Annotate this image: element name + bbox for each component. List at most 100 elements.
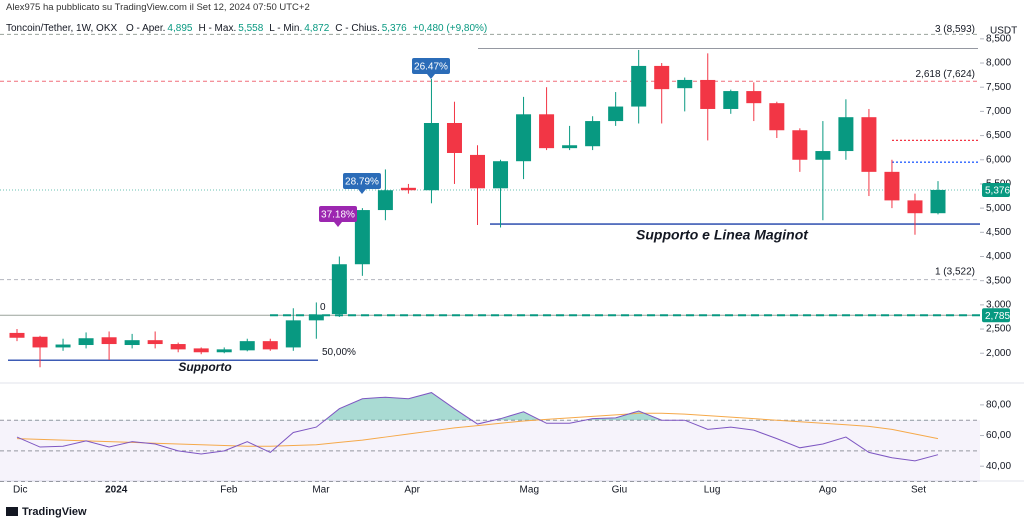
rsi-line xyxy=(16,412,939,447)
annotation-box xyxy=(412,58,450,74)
candle-body xyxy=(907,200,923,214)
fib-label: 1 (3,522) xyxy=(935,266,975,277)
candle-body xyxy=(746,91,762,104)
fib-label: 50,00% xyxy=(322,347,356,358)
legend-item: O - Aper. xyxy=(125,23,166,34)
candle-body xyxy=(815,151,831,160)
candle-body xyxy=(470,154,485,189)
candle-body xyxy=(838,117,854,152)
x-tick-label: Feb xyxy=(220,485,238,496)
y-tick-label: 6,000 xyxy=(986,154,1011,165)
candle-body xyxy=(700,79,716,109)
candle-body xyxy=(308,314,324,321)
candle-body xyxy=(239,341,255,351)
candle-body xyxy=(654,65,670,90)
x-tick-label: Mag xyxy=(520,485,539,496)
candle-body xyxy=(55,344,71,348)
y-tick-label: 3,500 xyxy=(986,275,1011,286)
candle-body xyxy=(769,103,785,131)
annotation-box xyxy=(319,206,357,222)
y-tick-label: 6,500 xyxy=(986,130,1011,141)
candle-body xyxy=(884,171,900,201)
candle-body xyxy=(170,344,186,350)
candle-body xyxy=(147,340,163,345)
x-tick-label: Ago xyxy=(819,485,837,496)
price-label-box xyxy=(982,308,1010,323)
candle-body xyxy=(861,117,877,172)
annotation: 28.79% xyxy=(345,177,379,188)
candle-body xyxy=(9,332,25,338)
published: Alex975 ha pubblicato su TradingView.com… xyxy=(6,2,310,13)
fib-label: 0 xyxy=(320,302,326,313)
candle-body xyxy=(516,114,532,162)
annotation: Supporto xyxy=(178,360,231,374)
legend-item: 4,895 xyxy=(167,23,193,34)
y-tick-label: 3,000 xyxy=(986,300,1011,311)
y-tick-label: 7,000 xyxy=(986,106,1011,117)
annotation-pointer xyxy=(427,74,435,79)
x-tick-label: Lug xyxy=(704,485,721,496)
x-tick-label: Mar xyxy=(312,485,330,496)
annotation-box xyxy=(343,173,381,189)
legend: Toncoin/Tether, 1W, OKX O - Aper. 4,895 H … xyxy=(6,23,487,34)
x-tick-label: Dic xyxy=(13,485,27,496)
candle-body xyxy=(377,190,393,211)
symbol: Toncoin/Tether, 1W, OKX xyxy=(6,23,118,34)
y-tick-label: 4,500 xyxy=(986,227,1011,238)
annotation-pointer xyxy=(334,222,342,227)
y-tick-label: 4,000 xyxy=(986,251,1011,262)
x-tick-label: Giu xyxy=(612,485,628,496)
legend-item: 5,376 xyxy=(381,23,407,34)
candle-body xyxy=(608,106,624,122)
candle-body xyxy=(423,122,439,191)
candle-body xyxy=(78,338,94,346)
annotation: Supporto e Linea Maginot xyxy=(636,227,809,243)
candle-body xyxy=(101,337,117,345)
y-tick-label: 7,500 xyxy=(986,82,1011,93)
candle-body xyxy=(32,336,48,348)
price-label: 2,785 xyxy=(985,311,1010,322)
candle-body xyxy=(723,91,739,109)
annotation: 37.18% xyxy=(321,210,355,221)
legend-item: L - Min. xyxy=(269,23,303,34)
y-tick-label: 5,000 xyxy=(986,203,1011,214)
legend-item: C - Chius. xyxy=(335,23,380,34)
price-label-box xyxy=(982,182,1010,197)
candle-body xyxy=(193,348,209,353)
y-tick-label: 2,500 xyxy=(986,324,1011,335)
x-tick-label: 2024 xyxy=(105,485,128,496)
legend-item: 4,872 xyxy=(304,23,330,34)
legend-item: 5,558 xyxy=(238,23,264,34)
candle-body xyxy=(631,65,647,107)
y-tick-label: 60,00 xyxy=(986,430,1011,441)
footer: TradingView xyxy=(22,506,87,518)
y-tick-label: 8,000 xyxy=(986,58,1011,69)
candle-body xyxy=(677,79,693,89)
rsi-line xyxy=(16,392,939,462)
y-tick-label: 2,000 xyxy=(986,348,1011,359)
candle-body xyxy=(446,122,462,153)
y-tick-label: 40,00 xyxy=(986,461,1011,472)
candle-body xyxy=(354,210,370,265)
price-label: 5,376 xyxy=(985,186,1010,197)
candle-body xyxy=(493,161,509,189)
candle-body xyxy=(585,121,601,147)
candle-body xyxy=(792,130,808,160)
annotation-pointer xyxy=(358,189,366,194)
x-tick-label: Apr xyxy=(404,485,420,496)
legend-item: H - Max. xyxy=(198,23,237,34)
logo xyxy=(6,507,18,516)
candle-body xyxy=(124,340,140,346)
candle-body xyxy=(331,264,347,315)
annotation: 26.47% xyxy=(414,62,448,73)
currency: USDT xyxy=(990,26,1017,37)
fib-label: 2,618 (7,624) xyxy=(916,69,976,80)
x-tick-label: Set xyxy=(911,485,926,496)
y-tick-label: 80,00 xyxy=(986,400,1011,411)
candle-body xyxy=(285,320,301,348)
candle-body xyxy=(539,114,555,149)
fib-label: 3 (8,593) xyxy=(935,24,975,35)
candle-body xyxy=(930,189,946,214)
